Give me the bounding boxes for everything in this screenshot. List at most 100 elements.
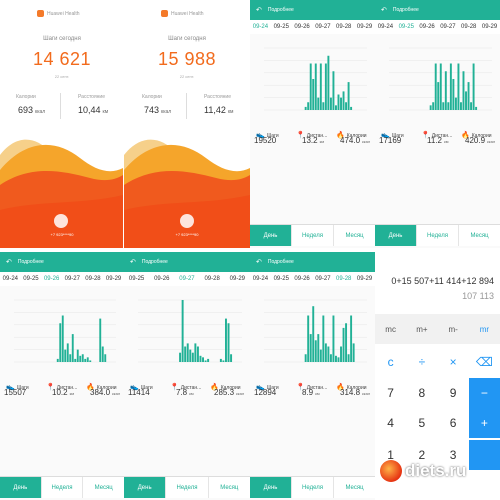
calc-key[interactable]: ⌫ — [475, 355, 493, 369]
tab-week[interactable]: Неделя — [165, 477, 208, 498]
calc-key[interactable]: 9 — [449, 386, 457, 400]
calc-key[interactable]: m- — [448, 324, 458, 334]
date-tab[interactable]: 09-24 — [252, 276, 269, 282]
date-tab[interactable]: 09-24 — [2, 276, 18, 282]
tab-day[interactable]: День — [124, 477, 166, 498]
calc-key[interactable]: c — [387, 355, 394, 369]
distance-unit: км — [319, 139, 325, 144]
tab-month[interactable]: Месяц — [207, 477, 250, 498]
chart-bar — [64, 349, 67, 362]
date-tab[interactable]: 09-26 — [43, 276, 60, 282]
tab-month[interactable]: Месяц — [82, 477, 124, 498]
avatar[interactable] — [180, 214, 194, 228]
distance-label: Расстояние — [204, 94, 232, 100]
tab-week[interactable]: Неделя — [416, 225, 458, 246]
date-tab[interactable]: 09-29 — [356, 276, 373, 282]
calories-label: Калории — [142, 94, 162, 100]
date-tab[interactable]: 09-27 — [315, 276, 331, 282]
location-pin-icon: 📍 — [46, 384, 55, 391]
calc-key[interactable]: 8 — [418, 386, 426, 400]
tab-week[interactable]: Неделя — [291, 225, 333, 246]
date-tab[interactable]: 09-25 — [398, 24, 414, 30]
date-tab[interactable]: 09-25 — [273, 276, 289, 282]
flame-icon: 🔥 — [461, 132, 470, 139]
date-tab[interactable]: 09-29 — [105, 276, 122, 282]
calc-key[interactable]: + — [468, 408, 500, 438]
calc-key[interactable]: 5 — [418, 416, 426, 430]
chart-bar — [196, 346, 199, 362]
calc-key[interactable] — [468, 440, 500, 470]
date-tab[interactable]: 09-26 — [419, 24, 435, 30]
period-tabs: День Неделя Месяц — [250, 224, 375, 246]
date-tab[interactable]: 09-25 — [23, 276, 39, 282]
tab-day[interactable]: День — [250, 477, 291, 498]
chart-bar — [309, 63, 312, 110]
back-arrow-icon[interactable]: ↶ — [381, 7, 387, 14]
tab-day[interactable]: День — [250, 225, 291, 246]
calc-key[interactable]: × — [449, 355, 457, 369]
tab-day[interactable]: День — [375, 225, 416, 246]
chart-bar — [457, 63, 460, 110]
tab-week[interactable]: Неделя — [291, 477, 333, 498]
date-tab[interactable]: 09-28 — [336, 24, 352, 30]
date-tab[interactable]: 09-24 — [377, 24, 394, 30]
date-tab[interactable]: 09-29 — [356, 24, 373, 30]
date-tab[interactable]: 09-28 — [85, 276, 101, 282]
calories-value: 474.0 ккал — [340, 136, 370, 145]
chart-bar — [337, 357, 340, 362]
steps-stat-label: 👟 Шаги — [6, 376, 29, 394]
back-arrow-icon[interactable]: ↶ — [130, 259, 136, 266]
chart-bar — [317, 97, 320, 110]
calc-key[interactable]: 7 — [387, 386, 394, 400]
avatar[interactable] — [54, 214, 68, 228]
date-tab[interactable]: 09-27 — [64, 276, 80, 282]
date-tab[interactable]: 09-29 — [481, 24, 498, 30]
chart-bar — [467, 82, 470, 110]
calc-key[interactable]: 1 — [387, 448, 394, 462]
shoe-icon: 👟 — [256, 132, 265, 139]
calories-stat-label: 🔥 Калории — [336, 124, 367, 142]
date-tab[interactable]: 09-27 — [179, 276, 195, 282]
calc-key[interactable]: ÷ — [418, 355, 426, 369]
shoe-icon: 👟 — [256, 384, 265, 391]
tab-month[interactable]: Месяц — [458, 225, 500, 246]
date-tab[interactable]: 09-26 — [294, 24, 310, 30]
tab-month[interactable]: Месяц — [333, 477, 375, 498]
shoe-icon: 👟 — [381, 132, 390, 139]
date-tab[interactable]: 09-27 — [440, 24, 456, 30]
chart-svg — [14, 299, 116, 363]
date-tab[interactable]: 09-24 — [252, 24, 269, 30]
calories-label: Калории — [220, 385, 241, 391]
date-tab[interactable]: 09-25 — [273, 24, 289, 30]
calc-key[interactable]: 2 — [418, 448, 426, 462]
chart-bar — [204, 360, 207, 362]
calc-key[interactable]: 6 — [449, 416, 457, 430]
calc-key[interactable]: 3 — [449, 448, 457, 462]
back-arrow-icon[interactable]: ↶ — [256, 7, 262, 14]
date-tab[interactable]: 09-26 — [294, 276, 310, 282]
calc-key[interactable]: 4 — [387, 416, 394, 430]
back-arrow-icon[interactable]: ↶ — [256, 259, 262, 266]
date-tab[interactable]: 09-28 — [461, 24, 477, 30]
tab-week[interactable]: Неделя — [40, 477, 83, 498]
tab-day[interactable]: День — [0, 477, 41, 498]
calc-key[interactable]: m+ — [416, 324, 428, 334]
date-tab[interactable]: 09-28 — [204, 276, 220, 282]
tab-month[interactable]: Месяц — [333, 225, 375, 246]
phone-number: +7 923****90 — [175, 232, 199, 237]
chart-bar — [329, 354, 332, 362]
calc-key[interactable]: mr — [479, 324, 490, 334]
date-tab[interactable]: 09-25 — [128, 276, 145, 282]
date-tab[interactable]: 09-27 — [315, 24, 331, 30]
detail-header: ↶ Подробнее — [0, 252, 124, 272]
back-arrow-icon[interactable]: ↶ — [6, 259, 12, 266]
distance-value: 11.2 км — [427, 136, 448, 145]
calc-key[interactable]: mc — [385, 324, 396, 334]
detail-title: Подробнее — [267, 7, 294, 13]
date-tab[interactable]: 09-28 — [336, 276, 352, 282]
detail-stats: 👟 Шаги 📍 Дистан... 🔥 Калории 15507 10.2 км 3… — [0, 376, 124, 406]
date-tab[interactable]: 09-26 — [154, 276, 170, 282]
date-tab[interactable]: 09-29 — [229, 276, 246, 282]
chart-bar — [230, 354, 233, 362]
calc-key[interactable]: − — [468, 378, 500, 408]
